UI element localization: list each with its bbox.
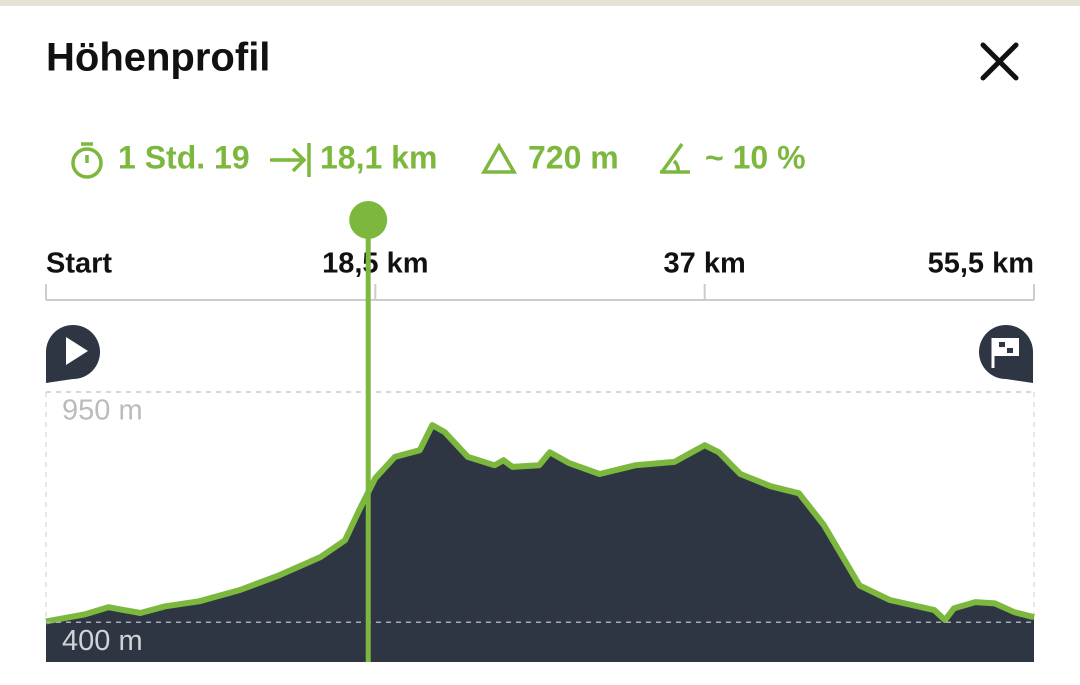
elevation-area: [46, 425, 1034, 662]
y-tick-label: 400 m: [62, 625, 143, 657]
map-strip: [0, 0, 1080, 6]
stat-ascent: 720 m: [528, 139, 619, 175]
stat-slope: ~ 10 %: [705, 139, 806, 175]
plot-frame: [45, 392, 1035, 622]
x-tick-label: 55,5 km: [928, 248, 1034, 280]
x-tick-label: Start: [46, 248, 112, 280]
finish-marker[interactable]: [979, 325, 1033, 383]
cursor-handle[interactable]: [349, 201, 388, 239]
stat-icons: [71, 142, 690, 179]
panel-title: Höhenprofil: [46, 36, 270, 80]
stat-distance: 18,1 km: [320, 139, 437, 175]
x-tick-label: 37 km: [664, 248, 746, 280]
elevation-line: [45, 422, 1035, 625]
start-marker[interactable]: [46, 325, 100, 383]
y-tick-label: 950 m: [62, 395, 143, 427]
x-tick-label: 18,5 km: [322, 248, 428, 280]
stat-duration: 1 Std. 19: [118, 139, 250, 175]
close-button[interactable]: [980, 42, 1019, 81]
